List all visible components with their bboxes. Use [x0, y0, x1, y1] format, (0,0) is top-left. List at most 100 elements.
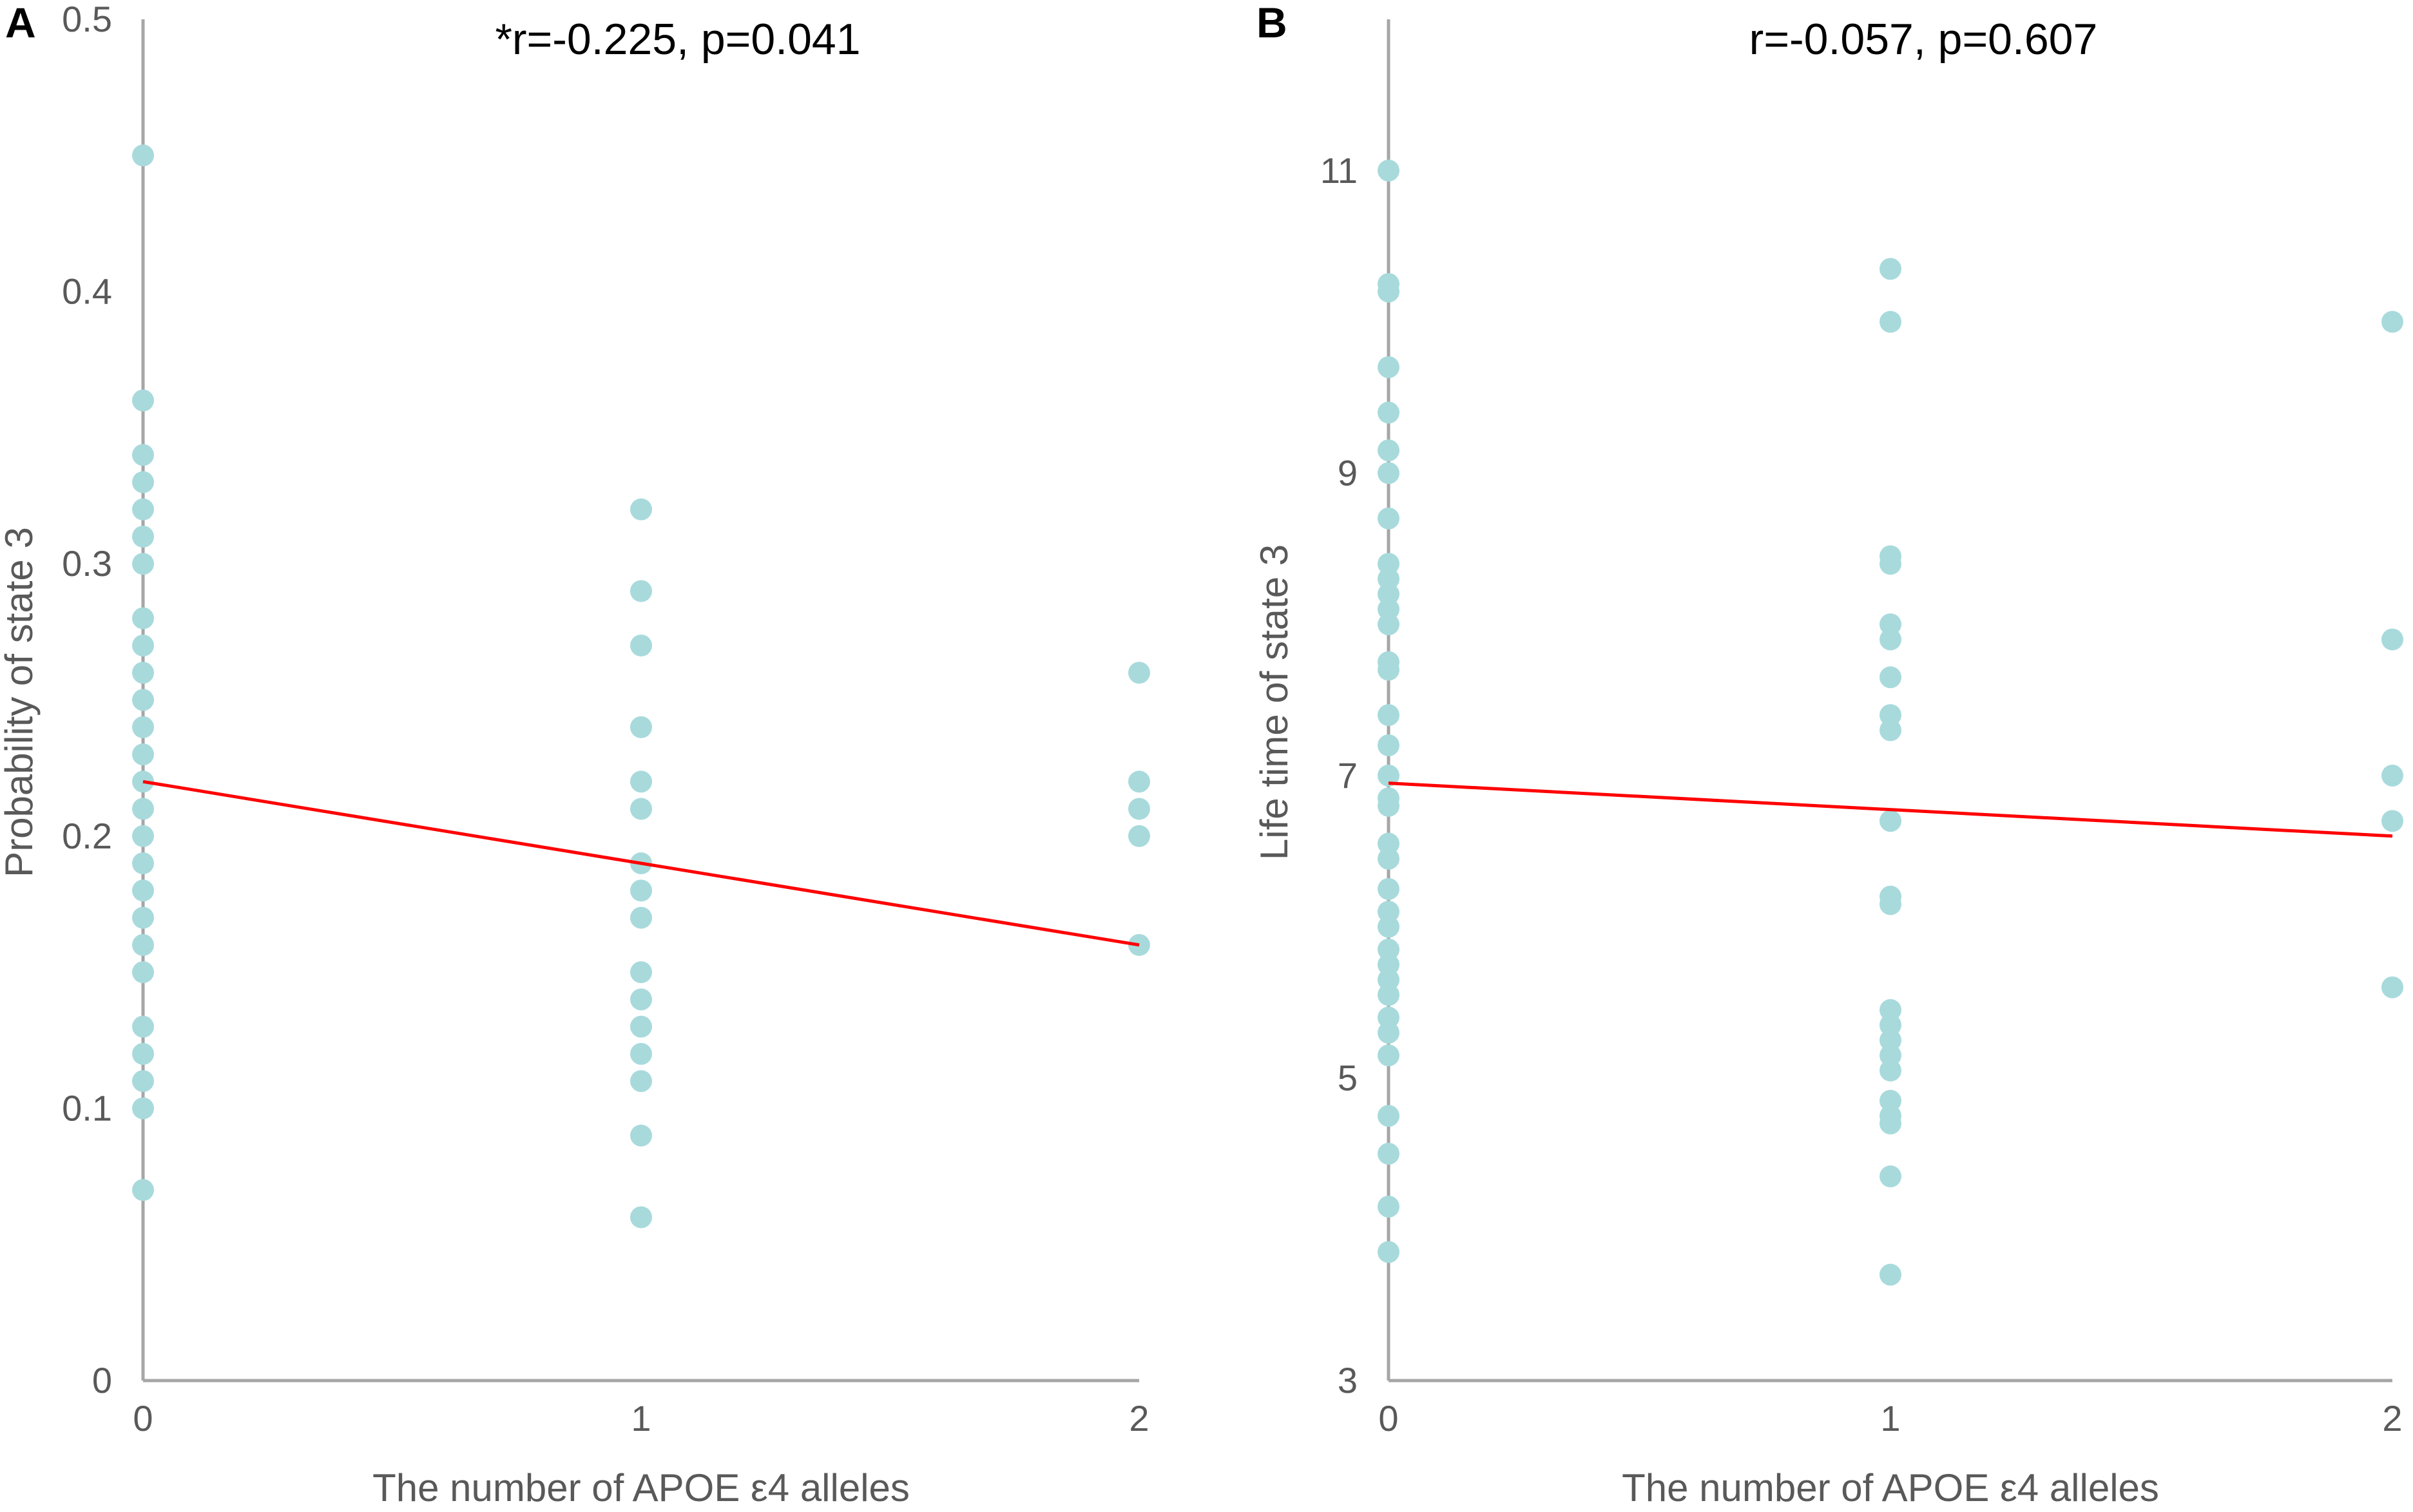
data-point [630, 1015, 652, 1038]
data-point [1378, 356, 1399, 378]
y-axis-title: Probability of state 3 [0, 527, 41, 877]
data-point [1378, 832, 1399, 855]
data-point [132, 1042, 154, 1065]
data-point [1879, 1112, 1901, 1134]
data-point [630, 1206, 652, 1229]
data-point [132, 144, 154, 167]
data-point [1879, 613, 1901, 636]
data-point [1128, 662, 1150, 684]
y-tick-labels: 3 5 7 9 11 [1320, 150, 1358, 1401]
chart-title: *r=-0.225, p=0.041 [495, 15, 860, 64]
data-point [1378, 1105, 1399, 1127]
data-point [1378, 901, 1399, 923]
regression-line [142, 780, 1140, 947]
data-point [132, 471, 154, 493]
data-point [1128, 770, 1150, 793]
data-point [132, 525, 154, 548]
y-tick-label: 3 [1338, 1360, 1358, 1401]
data-point [132, 933, 154, 956]
data-point [1378, 439, 1399, 462]
y-tick-label: 0 [92, 1360, 112, 1401]
data-point [1378, 507, 1399, 530]
data-point [1378, 462, 1399, 484]
y-tick-label: 11 [1320, 150, 1358, 191]
panel-label: A [5, 0, 36, 46]
regression-line-group [142, 780, 1140, 947]
data-point [630, 634, 652, 656]
y-tick-label: 9 [1338, 452, 1358, 493]
data-point [1879, 666, 1901, 689]
data-point [1879, 1044, 1901, 1067]
data-point [630, 580, 652, 602]
data-point [1378, 764, 1399, 787]
data-point [1378, 568, 1399, 590]
data-point [1378, 1196, 1399, 1218]
data-point [132, 1070, 154, 1093]
data-point [1378, 703, 1399, 726]
y-tick-label: 0.4 [62, 271, 112, 312]
data-point [132, 444, 154, 466]
data-point [630, 1042, 652, 1065]
data-point [132, 798, 154, 820]
data-point [1879, 553, 1901, 575]
data-point [630, 961, 652, 984]
data-point [132, 716, 154, 738]
data-point [1879, 311, 1901, 333]
regression-line [1388, 781, 2393, 838]
data-point [132, 879, 154, 902]
data-point [132, 1097, 154, 1120]
data-point [1378, 953, 1399, 976]
data-point [132, 1015, 154, 1038]
x-axis-title: The number of APOE ε4 alleles [372, 1466, 910, 1509]
data-point [1879, 1263, 1901, 1286]
data-point [1378, 159, 1399, 182]
y-tick-label: 5 [1338, 1057, 1358, 1098]
data-point [1879, 1089, 1901, 1112]
y-tick-labels: 0 0.1 0.2 0.3 0.4 0.5 [62, 0, 112, 1401]
data-point [132, 906, 154, 929]
data-point [132, 553, 154, 575]
data-point [1378, 1241, 1399, 1263]
x-tick-label: 0 [133, 1398, 153, 1439]
data-point [1378, 613, 1399, 636]
data-point [1378, 938, 1399, 961]
data-point [132, 662, 154, 684]
data-point [1378, 915, 1399, 938]
data-point [132, 389, 154, 412]
data-point [630, 906, 652, 929]
data-point [1879, 1059, 1901, 1082]
y-tick-label: 0.5 [62, 0, 112, 39]
data-point [1879, 703, 1901, 726]
data-point [630, 1124, 652, 1147]
data-point [1128, 825, 1150, 847]
data-point [1378, 984, 1399, 1006]
data-point [132, 1179, 154, 1201]
y-tick-label: 0.1 [62, 1087, 112, 1128]
data-point [1378, 848, 1399, 870]
data-point [1879, 1014, 1901, 1037]
x-tick-labels: 0 1 2 [1378, 1398, 2402, 1439]
data-point [1378, 583, 1399, 606]
data-point [132, 498, 154, 521]
y-axis-title: Life time of state 3 [1253, 544, 1296, 860]
data-point [630, 1070, 652, 1093]
y-tick-label: 7 [1338, 755, 1358, 796]
data-point [1378, 1006, 1399, 1029]
data-point [2381, 810, 2403, 832]
panel-b: B r=-0.057, p=0.607 3 5 7 9 11 0 1 2 The numbe… [1253, 0, 2403, 1509]
data-point [1378, 734, 1399, 756]
data-point [630, 770, 652, 793]
x-tick-labels: 0 1 2 [133, 1398, 1149, 1439]
data-point [1879, 810, 1901, 832]
data-points [1378, 159, 2403, 1286]
data-point [1378, 1044, 1399, 1067]
data-point [1879, 719, 1901, 742]
data-point [132, 743, 154, 766]
data-point [630, 988, 652, 1011]
data-point [1378, 553, 1399, 575]
data-point [1378, 280, 1399, 303]
y-tick-label: 0.2 [62, 816, 112, 856]
x-tick-label: 2 [2382, 1398, 2402, 1439]
data-point [132, 607, 154, 629]
